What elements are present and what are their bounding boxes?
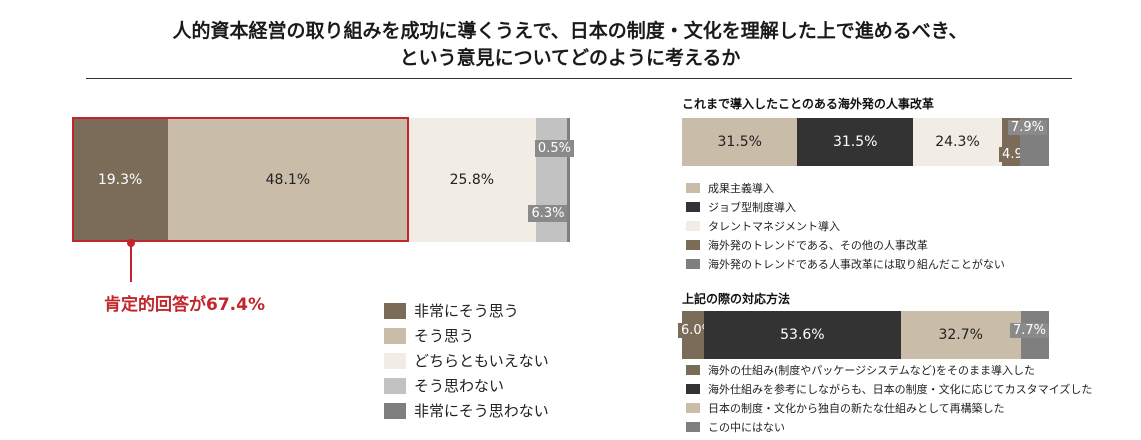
panel2-segment-1: 6.0%: [678, 311, 718, 359]
main-legend-swatch-1: [384, 302, 406, 319]
panel1-title: これまで導入したことのある海外発の人事改革: [682, 97, 934, 111]
panel1-legend-item-4: 海外発のトレンドである、その他の人事改革: [686, 235, 1005, 254]
panel2-legend-item-4: この中にはない: [686, 417, 1092, 436]
panel1-legend-label-5: 海外発のトレンドである人事改革には取り組んだことがない: [708, 257, 1005, 271]
callout-line: [130, 242, 132, 282]
panel1-legend-item-2: ジョブ型制度導入: [686, 197, 1005, 216]
panel2-value-label-4: 7.7%: [1009, 323, 1049, 338]
main-bar-value-label-3: 25.8%: [449, 172, 495, 188]
panel2-legend-swatch-1: [686, 364, 700, 375]
positive-total-annotation: 肯定的回答が67.4%: [104, 295, 265, 315]
panel2-legend-item-1: 海外の仕組み(制度やパッケージシステムなど)をそのまま導入した: [686, 360, 1092, 379]
main-legend-label-2: そう思う: [414, 327, 475, 345]
main-legend-item-4: そう思わない: [384, 373, 549, 398]
panel1-legend-label-2: ジョブ型制度導入: [708, 200, 796, 214]
panel2-legend-item-3: 日本の制度・文化から独自の新たな仕組みとして再構築した: [686, 398, 1092, 417]
panel1-legend-swatch-1: [686, 182, 700, 193]
panel2-legend-label-1: 海外の仕組み(制度やパッケージシステムなど)をそのまま導入した: [708, 363, 1036, 377]
panel1-legend-swatch-5: [686, 258, 700, 269]
callout-dot: [127, 239, 135, 247]
panel2-legend-swatch-2: [686, 383, 700, 394]
panel1-legend-item-1: 成果主義導入: [686, 178, 1005, 197]
panel1-value-label-2: 31.5%: [832, 134, 878, 150]
main-legend-label-3: どちらともいえない: [414, 352, 549, 370]
panel1-value-label-3: 24.3%: [935, 134, 980, 150]
main-bar-segment-1: 19.3%: [72, 118, 169, 242]
chart-title: 人的資本経営の取り組みを成功に導くうえで、日本の制度・文化を理解した上で進めるべ…: [70, 18, 1070, 72]
main-bar-value-label-5: 0.5%: [534, 140, 574, 157]
title-line-2: という意見についてどのように考えるか: [399, 47, 741, 69]
main-legend-label-5: 非常にそう思わない: [414, 402, 549, 420]
main-legend-item-5: 非常にそう思わない: [384, 398, 549, 423]
main-legend-swatch-2: [384, 327, 406, 344]
main-bar-value-label-2: 48.1%: [265, 172, 311, 188]
main-bar-value-label-4: 6.3%: [528, 205, 568, 222]
main-legend: 非常にそう思う そう思うどちらともいえない そう思わない非常にそう思わない: [384, 298, 549, 423]
panel2-segment-2: 53.6%: [704, 311, 901, 359]
panel1-value-label-1: 31.5%: [717, 134, 762, 150]
panel2-legend-label-2: 海外仕組みを参考にしながらも、日本の制度・文化に応じてカスタマイズした: [708, 382, 1093, 396]
main-legend-label-4: そう思わない: [414, 377, 505, 395]
panel2-legend-item-2: 海外仕組みを参考にしながらも、日本の制度・文化に応じてカスタマイズした: [686, 379, 1092, 398]
main-legend-item-1: 非常にそう思う: [384, 298, 549, 323]
main-legend-item-3: どちらともいえない: [384, 348, 549, 373]
main-legend-swatch-4: [384, 377, 406, 394]
main-legend-swatch-3: [384, 352, 406, 369]
panel1-legend-item-5: 海外発のトレンドである人事改革には取り組んだことがない: [686, 254, 1005, 273]
panel2-legend: 海外の仕組み(制度やパッケージシステムなど)をそのまま導入した海外仕組みを参考に…: [686, 360, 1092, 436]
panel2-value-label-2: 53.6%: [780, 327, 825, 343]
panel2-legend-swatch-4: [686, 421, 700, 432]
main-bar-segment-5: 0.5%: [534, 118, 574, 242]
panel1-segment-5: 7.9%: [1007, 118, 1049, 166]
panel1-legend-label-1: 成果主義導入: [708, 181, 774, 195]
panel1-legend: 成果主義導入ジョブ型制度導入タレントマネジメント導入海外発のトレンドである、その…: [686, 178, 1005, 273]
panel1-segment-2: 31.5%: [797, 118, 913, 166]
main-bar-segment-4: 6.3%: [528, 118, 568, 242]
main-bar-segment-3: 25.8%: [407, 118, 537, 242]
main-bar-value-label-1: 19.3%: [97, 172, 143, 188]
title-line-1: 人的資本経営の取り組みを成功に導くうえで、日本の制度・文化を理解した上で進めるべ…: [172, 20, 968, 42]
panel1-segment-1: 31.5%: [682, 118, 798, 166]
main-bar-segment-2: 48.1%: [168, 118, 408, 242]
panel1-segment-3: 24.3%: [912, 118, 1003, 166]
panel1-value-label-5: 7.9%: [1007, 120, 1047, 135]
main-legend-swatch-5: [384, 402, 406, 419]
panel1-legend-item-3: タレントマネジメント導入: [686, 216, 1005, 235]
panel1-legend-label-3: タレントマネジメント導入: [708, 219, 840, 233]
panel1-legend-swatch-3: [686, 220, 700, 231]
title-divider: [86, 78, 1072, 79]
main-stacked-bar: 19.3% 48.1% 25.8% 6.3% 0.5%: [72, 118, 574, 242]
panel2-segment-4: 7.7%: [1009, 311, 1049, 359]
panel1-stacked-bar: 31.5% 31.5% 24.3% 4.9% 7.9%: [682, 118, 1049, 166]
panel2-legend-label-4: この中にはない: [708, 420, 785, 434]
panel1-legend-swatch-4: [686, 239, 700, 250]
main-legend-label-1: 非常にそう思う: [414, 302, 519, 320]
panel2-value-label-3: 32.7%: [938, 327, 983, 343]
panel2-segment-3: 32.7%: [900, 311, 1021, 359]
panel1-legend-label-4: 海外発のトレンドである、その他の人事改革: [708, 238, 928, 252]
panel2-title: 上記の際の対応方法: [682, 292, 791, 306]
main-legend-item-2: そう思う: [384, 323, 549, 348]
panel2-legend-swatch-3: [686, 402, 700, 413]
panel1-legend-swatch-2: [686, 201, 700, 212]
panel2-stacked-bar: 6.0% 53.6% 32.7% 7.7%: [678, 311, 1049, 359]
panel2-legend-label-3: 日本の制度・文化から独自の新たな仕組みとして再構築した: [708, 401, 1005, 415]
